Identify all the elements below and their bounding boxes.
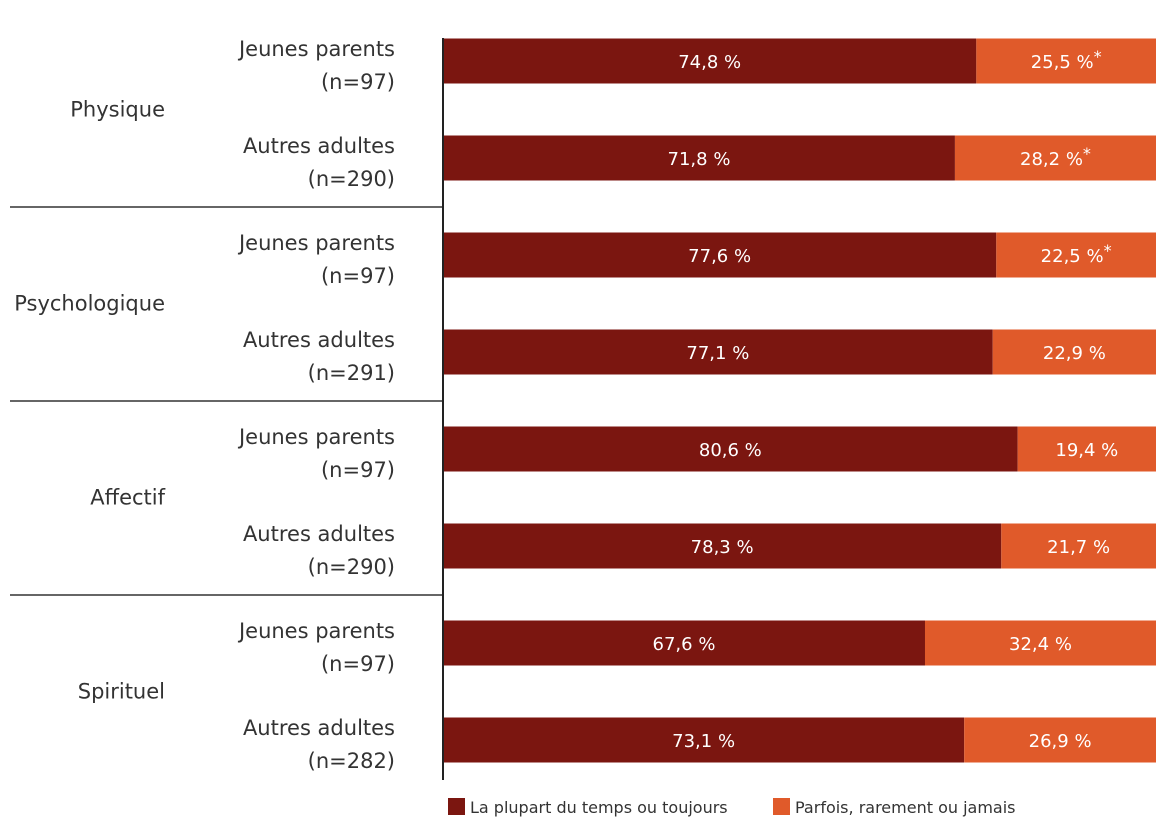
bar-label-name-g2-b0: Jeunes parents <box>237 425 395 449</box>
legend-label-0: La plupart du temps ou toujours <box>470 798 728 817</box>
data-label-g1-b1-s1: 22,9 % <box>1043 343 1106 364</box>
bar-label-n-g2-b1: (n=290) <box>308 555 395 579</box>
data-label-g2-b1-s1: 21,7 % <box>1047 537 1110 558</box>
legend-swatch-1 <box>773 798 790 815</box>
data-label-g0-b1-s0: 71,8 % <box>668 149 731 170</box>
bar-segment-most-time-g1-b0 <box>443 232 997 278</box>
data-label-g0-b0-s0: 74,8 % <box>678 52 741 73</box>
bar-segment-sometimes-g3-b1 <box>964 717 1156 763</box>
bar-label-n-g0-b0: (n=97) <box>321 70 395 94</box>
bar-label-n-g1-b0: (n=97) <box>321 264 395 288</box>
group-label-psychologique: Psychologique <box>14 292 165 316</box>
bar-label-name-g0-b1: Autres adultes <box>243 134 395 158</box>
bar-segment-most-time-g0-b1 <box>443 135 955 181</box>
data-label-g3-b1-s1: 26,9 % <box>1029 731 1092 752</box>
bar-segment-sometimes-g1-b1 <box>992 329 1156 375</box>
bar-segment-most-time-g2-b0 <box>443 426 1018 472</box>
bar-segment-most-time-g2-b1 <box>443 523 1002 569</box>
data-label-g1-b0-s1: 22,5 %* <box>1041 241 1112 267</box>
bar-label-name-g3-b1: Autres adultes <box>243 716 395 740</box>
data-label-g0-b0-s1: 25,5 %* <box>1031 47 1102 73</box>
bar-segment-most-time-g3-b0 <box>443 620 925 666</box>
data-label-g3-b0-s1: 32,4 % <box>1009 634 1072 655</box>
bar-label-name-g3-b0: Jeunes parents <box>237 619 395 643</box>
bar-segment-most-time-g0-b0 <box>443 38 977 84</box>
data-label-g1-b1-s0: 77,1 % <box>686 343 749 364</box>
bar-segment-sometimes-g0-b0 <box>976 38 1156 84</box>
bar-label-name-g1-b0: Jeunes parents <box>237 231 395 255</box>
group-label-physique: Physique <box>70 98 165 122</box>
data-label-g2-b0-s1: 19,4 % <box>1055 440 1118 461</box>
legend-swatch-0 <box>448 798 465 815</box>
data-label-g3-b1-s0: 73,1 % <box>672 731 735 752</box>
bar-label-n-g1-b1: (n=291) <box>308 361 395 385</box>
bar-segment-sometimes-g0-b1 <box>954 135 1156 181</box>
data-label-g2-b0-s0: 80,6 % <box>699 440 762 461</box>
data-label-g1-b0-s0: 77,6 % <box>688 246 751 267</box>
bar-label-name-g1-b1: Autres adultes <box>243 328 395 352</box>
bar-label-n-g3-b1: (n=282) <box>308 749 395 773</box>
bar-segment-most-time-g1-b1 <box>443 329 993 375</box>
bar-label-name-g0-b0: Jeunes parents <box>237 37 395 61</box>
bar-segment-most-time-g3-b1 <box>443 717 965 763</box>
bar-segment-sometimes-g2-b0 <box>1017 426 1156 472</box>
bar-label-n-g2-b0: (n=97) <box>321 458 395 482</box>
data-label-g0-b1-s1: 28,2 %* <box>1020 144 1091 170</box>
bar-segment-sometimes-g1-b0 <box>996 232 1156 278</box>
group-label-spirituel: Spirituel <box>78 680 165 704</box>
bar-label-n-g3-b0: (n=97) <box>321 652 395 676</box>
data-label-g2-b1-s0: 78,3 % <box>691 537 754 558</box>
group-label-affectif: Affectif <box>90 486 165 510</box>
bar-label-n-g0-b1: (n=290) <box>308 167 395 191</box>
bar-segment-sometimes-g2-b1 <box>1001 523 1156 569</box>
bar-label-name-g2-b1: Autres adultes <box>243 522 395 546</box>
bar-segment-sometimes-g3-b0 <box>924 620 1156 666</box>
data-label-g3-b0-s0: 67,6 % <box>653 634 716 655</box>
legend-label-1: Parfois, rarement ou jamais <box>795 798 1016 817</box>
